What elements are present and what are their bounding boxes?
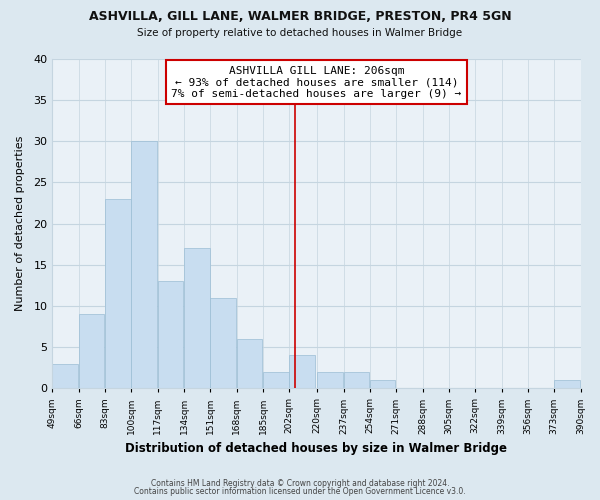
- Text: Contains HM Land Registry data © Crown copyright and database right 2024.: Contains HM Land Registry data © Crown c…: [151, 478, 449, 488]
- Bar: [52, 364, 78, 388]
- X-axis label: Distribution of detached houses by size in Walmer Bridge: Distribution of detached houses by size …: [125, 442, 508, 455]
- Text: ASHVILLA GILL LANE: 206sqm
← 93% of detached houses are smaller (114)
7% of semi: ASHVILLA GILL LANE: 206sqm ← 93% of deta…: [171, 66, 461, 99]
- Bar: [317, 372, 343, 388]
- Bar: [554, 380, 580, 388]
- Bar: [370, 380, 395, 388]
- Bar: [211, 298, 236, 388]
- Text: Size of property relative to detached houses in Walmer Bridge: Size of property relative to detached ho…: [137, 28, 463, 38]
- Bar: [105, 199, 131, 388]
- Bar: [79, 314, 104, 388]
- Bar: [289, 356, 315, 388]
- Text: Contains public sector information licensed under the Open Government Licence v3: Contains public sector information licen…: [134, 487, 466, 496]
- Y-axis label: Number of detached properties: Number of detached properties: [15, 136, 25, 312]
- Bar: [158, 282, 183, 389]
- Bar: [184, 248, 209, 388]
- Text: ASHVILLA, GILL LANE, WALMER BRIDGE, PRESTON, PR4 5GN: ASHVILLA, GILL LANE, WALMER BRIDGE, PRES…: [89, 10, 511, 23]
- Bar: [236, 339, 262, 388]
- Bar: [263, 372, 289, 388]
- Bar: [131, 142, 157, 388]
- Bar: [344, 372, 369, 388]
